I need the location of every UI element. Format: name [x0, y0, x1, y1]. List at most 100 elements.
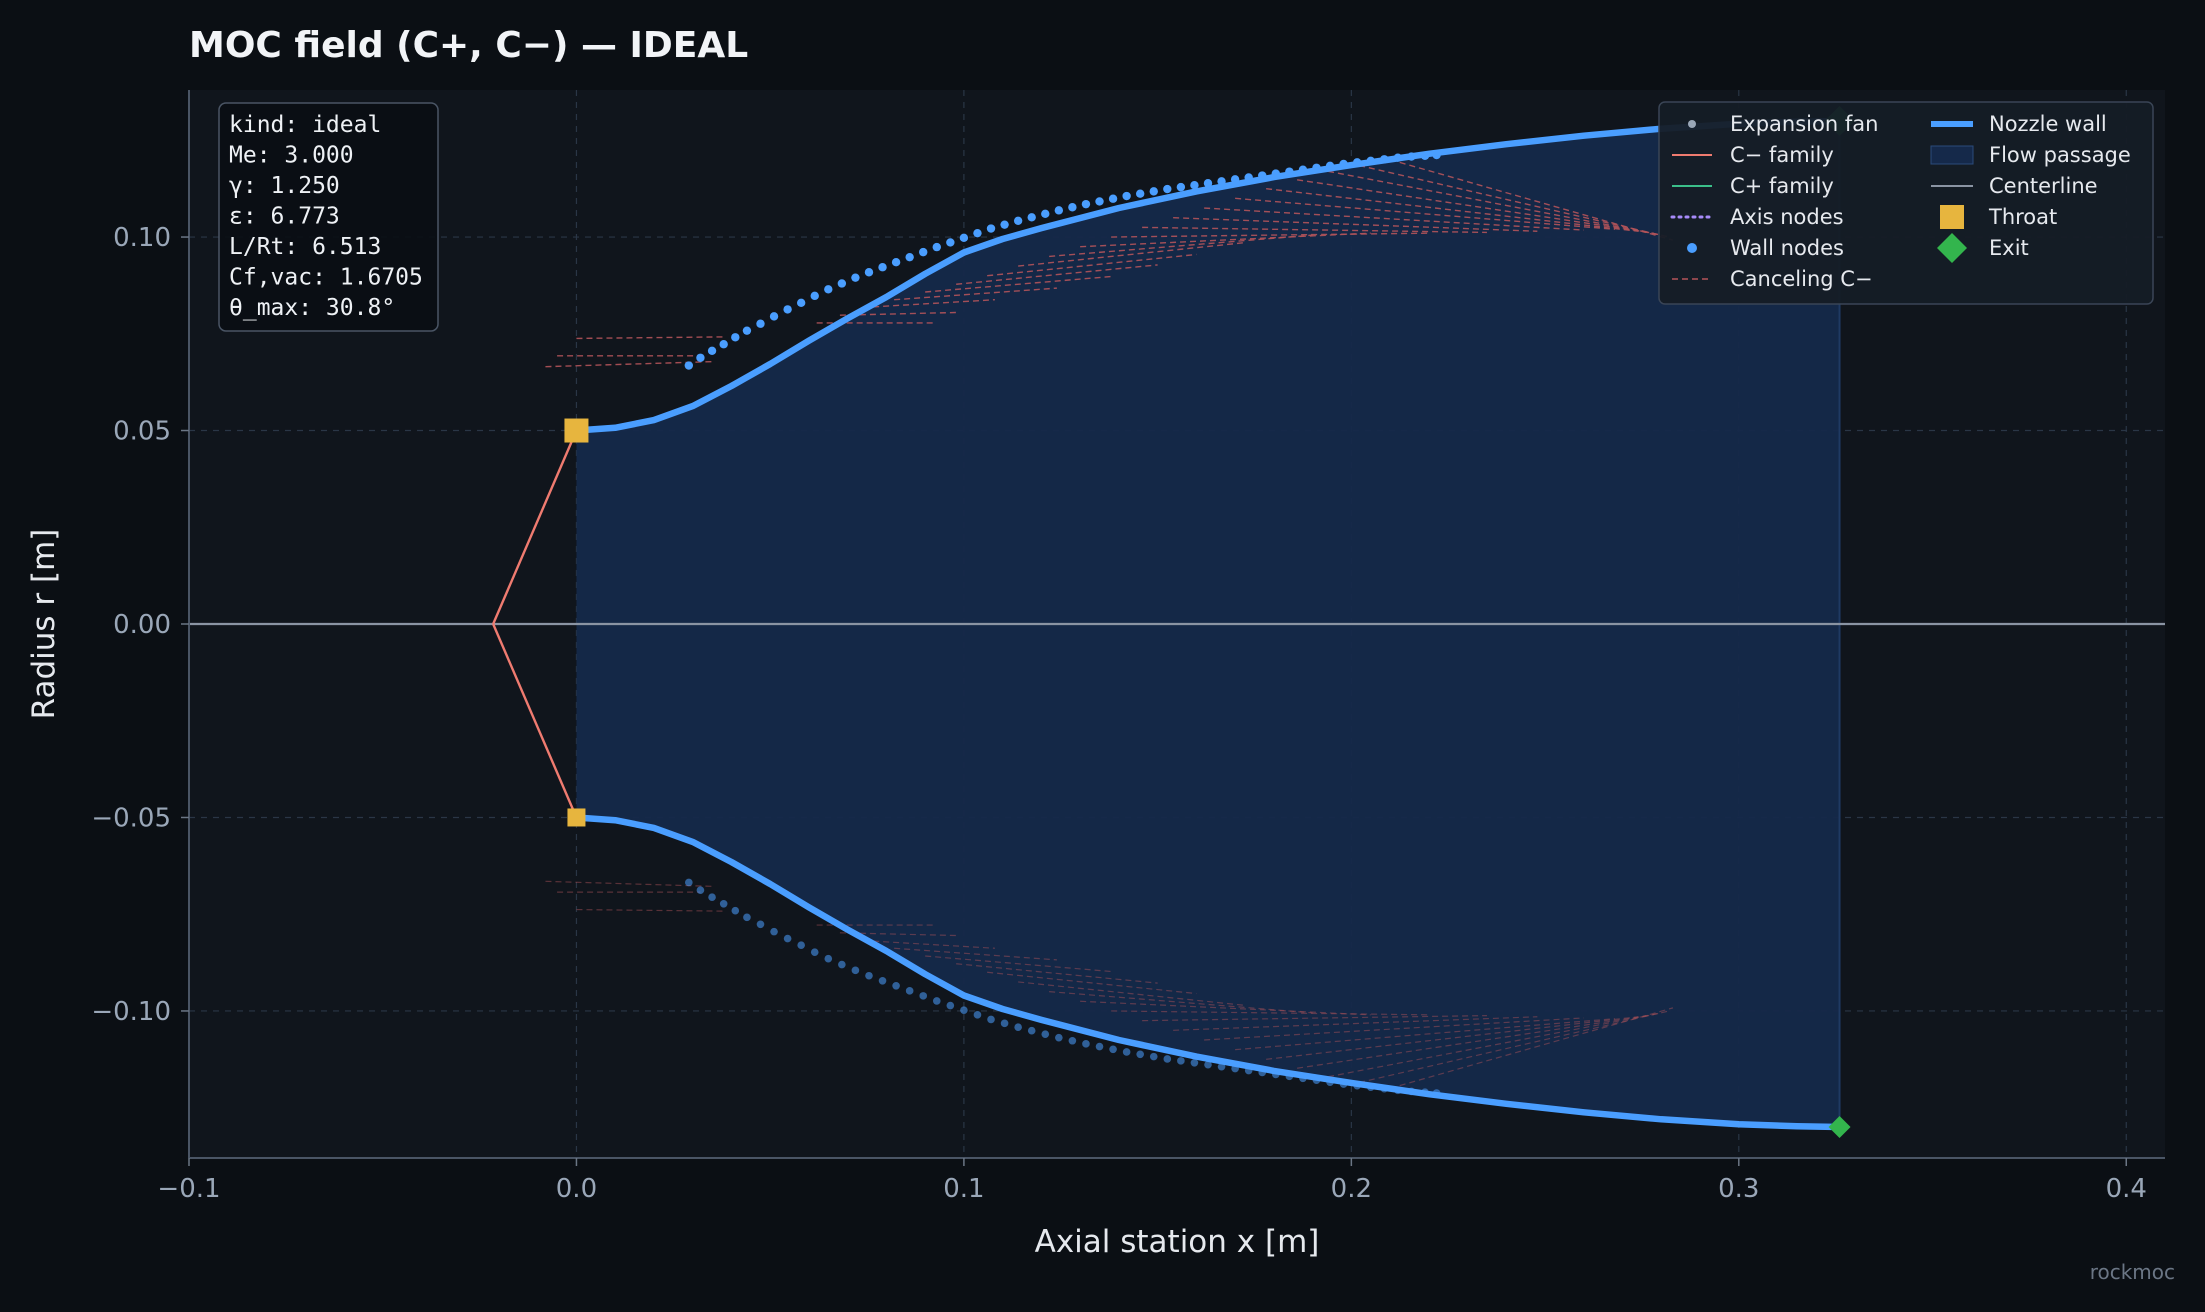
wall-node-upper-5	[742, 326, 752, 335]
nozzle-wall-lower	[573, 814, 1843, 1131]
expansion-fan-lower	[492, 623, 578, 818]
wall-node-lower-37	[1177, 1057, 1185, 1065]
canceling-c-minus-upper-11	[1049, 234, 1313, 258]
legend: Expansion fan C− family C+ family Axis node…	[1658, 101, 2154, 305]
wall-node-upper-29	[1068, 203, 1077, 212]
wall-node-lower-6	[756, 920, 765, 929]
y-tick-label-4: 0.10	[113, 223, 171, 253]
wall-node-lower-31	[1095, 1042, 1104, 1051]
legend-label-left-1: C− family	[1730, 143, 1834, 167]
wall-node-lower-2	[708, 893, 716, 901]
legend-label-left-5: Canceling C−	[1730, 267, 1873, 291]
canceling-c-minus-lower-6	[894, 947, 1057, 961]
wall-node-upper-33	[1122, 191, 1131, 201]
wall-node-lower-32	[1109, 1045, 1117, 1054]
x-tick-label-1: 0.0	[556, 1174, 597, 1204]
wall-node-lower-8	[783, 934, 792, 943]
canceling-c-minus-upper-0	[545, 360, 713, 368]
info-line-4: L/Rt: 6.513	[229, 234, 381, 260]
wall-node-upper-35	[1149, 187, 1158, 196]
wall-node-lower-14	[865, 971, 873, 980]
legend-handle-expansion-fan	[1688, 120, 1696, 128]
legend-label-left-2: C+ family	[1730, 174, 1834, 198]
canceling-c-minus-lower-7	[925, 955, 1112, 973]
wall-node-upper-2	[707, 346, 717, 356]
canceling-c-minus-lower-20	[1327, 1012, 1662, 1078]
wall-node-upper-4	[731, 333, 740, 342]
wall-node-lower-5	[743, 913, 751, 922]
canceling-c-minus-lower-5	[863, 939, 995, 949]
canceling-c-minus-upper-5	[863, 299, 995, 309]
canceling-c-minus-upper-17	[1235, 197, 1615, 231]
wall-node-lower-24	[1000, 1019, 1009, 1028]
legend-label-left-3: Axis nodes	[1730, 205, 1844, 229]
info-line-5: Cf,vac: 1.6705	[229, 265, 423, 291]
canceling-c-minus-upper-12	[1080, 232, 1371, 248]
wall-node-lower-3	[719, 899, 728, 908]
canceling-c-minus-upper-7	[925, 275, 1112, 293]
wall-node-upper-28	[1054, 206, 1064, 215]
canceling-c-minus-upper-16	[1204, 207, 1584, 231]
canceling-c-minus-lower-18	[1266, 1016, 1639, 1060]
canceling-c-minus-lower-11	[1049, 991, 1313, 1014]
canceling-c-minus-lower-21	[1358, 1010, 1670, 1084]
y-tick-label-1: −0.05	[91, 803, 171, 833]
canceling-c-minus-lower-19	[1297, 1014, 1654, 1069]
wall-node-lower-17	[905, 987, 914, 995]
wall-node-upper-17	[905, 252, 914, 262]
legend-handle-exit	[1937, 233, 1967, 263]
x-tick-label-2: 0.1	[943, 1174, 984, 1204]
wall-node-upper-27	[1041, 209, 1050, 219]
canceling-c-minus-upper-22	[1389, 158, 1674, 241]
wall-node-upper-34	[1135, 189, 1145, 198]
y-axis-label: Radius r [m]	[26, 529, 62, 720]
wall-node-upper-38	[1190, 180, 1199, 190]
wall-node-upper-18	[919, 247, 928, 257]
wall-node-lower-12	[838, 960, 846, 969]
legend-frame	[1658, 101, 2154, 305]
wall-node-upper-8	[783, 305, 792, 314]
legend-handle-wall-nodes	[1687, 243, 1697, 253]
wall-node-upper-22	[973, 228, 982, 238]
info-line-0: kind: ideal	[229, 112, 381, 138]
x-tick-label-0: −0.1	[157, 1174, 220, 1204]
wall-node-upper-39	[1203, 179, 1213, 188]
wall-node-upper-1	[696, 353, 705, 362]
y-tick-label-3: 0.05	[113, 417, 171, 447]
wall-node-upper-36	[1163, 184, 1172, 194]
wall-node-upper-11	[824, 285, 833, 294]
canceling-c-minus-upper-10	[1018, 242, 1243, 267]
info-line-2: γ: 1.250	[229, 173, 340, 199]
canceling-c-minus-upper-21	[1358, 164, 1670, 238]
legend-handle-throat	[1940, 205, 1964, 229]
legend-label-right-4: Exit	[1989, 236, 2029, 260]
wall-node-lower-21	[960, 1006, 968, 1014]
wall-node-upper-10	[810, 291, 819, 301]
wall-node-lower-10	[810, 948, 819, 956]
canceling-c-minus-lower-2	[576, 908, 724, 912]
legend-label-right-0: Nozzle wall	[1989, 112, 2107, 136]
wall-node-upper-16	[891, 257, 901, 267]
nozzle-wall-upper	[573, 117, 1843, 434]
canceling-c-minus-upper-15	[1173, 216, 1538, 232]
canceling-c-minus-lower-12	[1080, 1000, 1371, 1016]
wall-node-lower-34	[1136, 1050, 1144, 1059]
wall-node-lower-27	[1041, 1030, 1050, 1038]
legend-label-left-0: Expansion fan	[1730, 112, 1878, 136]
wall-node-lower-29	[1068, 1036, 1077, 1045]
wall-node-lower-11	[824, 954, 833, 963]
info-line-6: θ_max: 30.8°	[229, 295, 395, 321]
wall-node-lower-9	[797, 941, 805, 949]
wall-node-lower-36	[1163, 1055, 1172, 1063]
wall-node-lower-30	[1082, 1040, 1090, 1048]
wall-node-upper-37	[1176, 182, 1186, 192]
wall-node-lower-7	[770, 927, 778, 936]
x-tick-label-4: 0.3	[1718, 1174, 1759, 1204]
info-line-3: ε: 6.773	[229, 204, 340, 230]
wall-node-lower-15	[878, 976, 887, 985]
canceling-c-minus-upper-13	[1111, 232, 1429, 238]
wall-node-lower-33	[1122, 1048, 1131, 1056]
canceling-c-minus-upper-2	[576, 336, 724, 340]
